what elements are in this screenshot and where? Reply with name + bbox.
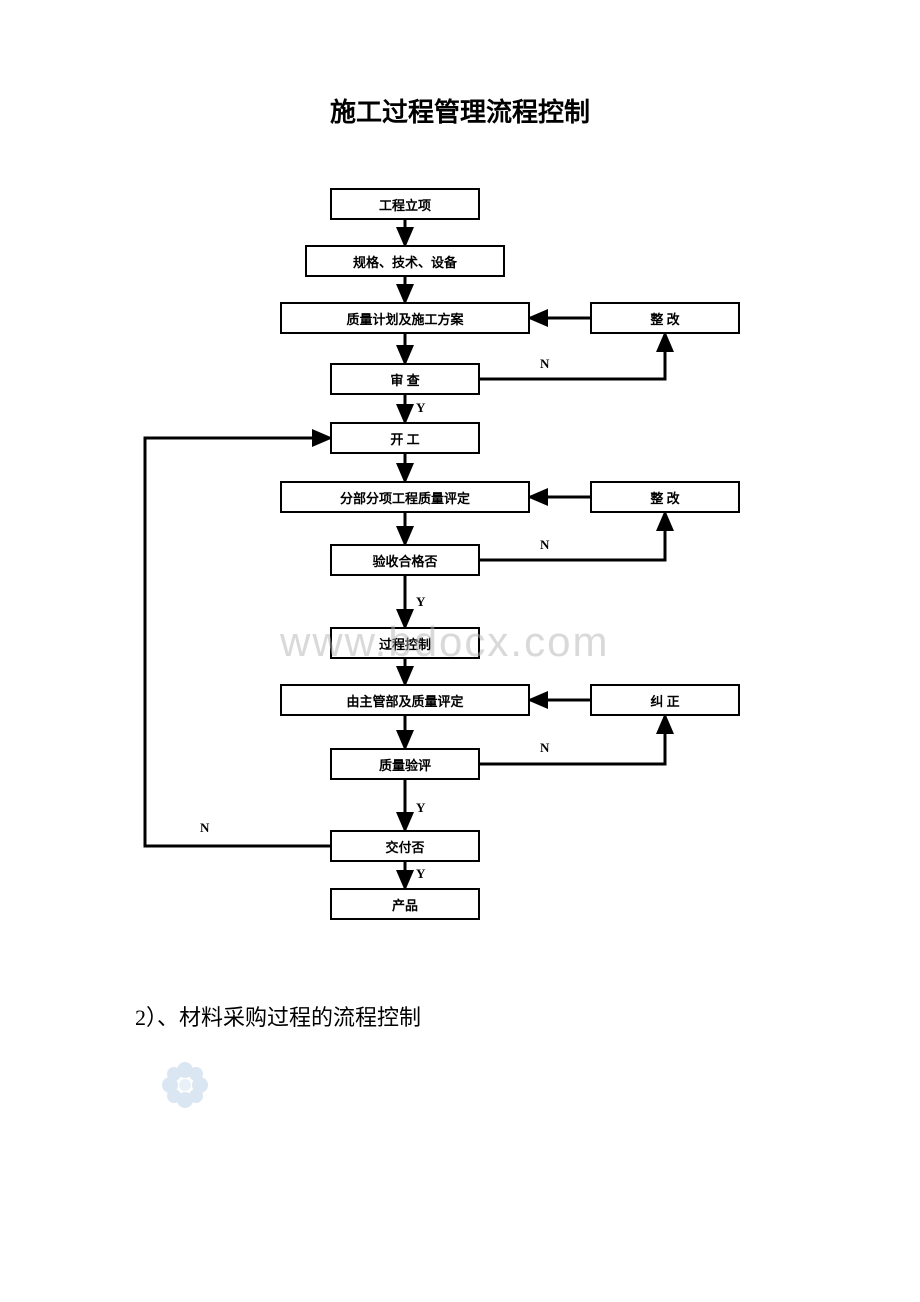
edge-label: N xyxy=(200,820,209,836)
flowchart-node-n7: 验收合格否 xyxy=(330,544,480,576)
flowchart-node-n11: 交付否 xyxy=(330,830,480,862)
flowchart-node-n6: 分部分项工程质量评定 xyxy=(280,481,530,513)
decorative-flower-icon xyxy=(155,1055,215,1115)
edge-label: Y xyxy=(416,866,425,882)
flowchart-node-r1: 整 改 xyxy=(590,302,740,334)
flowchart-node-n12: 产品 xyxy=(330,888,480,920)
edge-label: N xyxy=(540,537,549,553)
edge-label: N xyxy=(540,740,549,756)
flowchart-node-n3: 质量计划及施工方案 xyxy=(280,302,530,334)
caption-text: 2）、材料采购过程的流程控制 xyxy=(135,1000,421,1032)
edge-label: Y xyxy=(416,400,425,416)
flowchart-node-n2: 规格、技术、设备 xyxy=(305,245,505,277)
flowchart-node-r2: 整 改 xyxy=(590,481,740,513)
flowchart-node-n5: 开 工 xyxy=(330,422,480,454)
watermark-text: www.bdocx.com xyxy=(280,618,609,666)
edge-label: Y xyxy=(416,594,425,610)
flowchart-node-n1: 工程立项 xyxy=(330,188,480,220)
flowchart-node-n4: 审 查 xyxy=(330,363,480,395)
flowchart-node-r3: 纠 正 xyxy=(590,684,740,716)
flowchart-node-n10: 质量验评 xyxy=(330,748,480,780)
edge-label: N xyxy=(540,356,549,372)
flowchart-node-n9: 由主管部及质量评定 xyxy=(280,684,530,716)
edge-label: Y xyxy=(416,800,425,816)
